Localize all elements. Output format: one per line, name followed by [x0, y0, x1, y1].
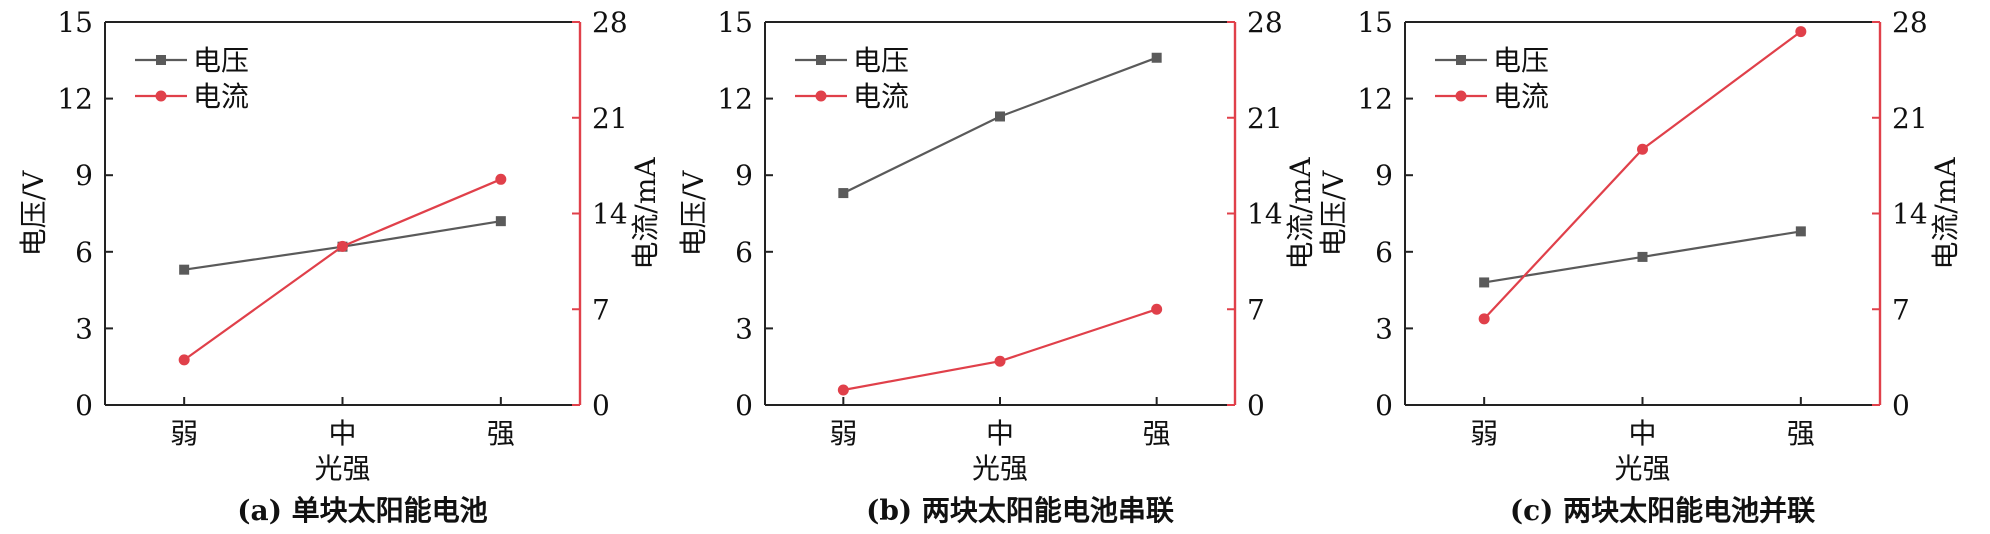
x-tick-label: 中: [1628, 417, 1656, 450]
legend-label: 电流: [193, 80, 249, 113]
x-axis-title: 光强: [1614, 452, 1670, 485]
data-point-current: [1478, 313, 1490, 325]
legend-marker: [1455, 90, 1467, 102]
data-point-voltage: [1151, 52, 1162, 63]
y-left-tick-label: 6: [1375, 236, 1393, 269]
y-right-tick-label: 21: [592, 102, 628, 135]
y-left-tick-label: 9: [75, 159, 93, 192]
chart-caption: (c) 两块太阳能电池并联: [1510, 494, 1815, 527]
x-axis-title: 光强: [972, 452, 1028, 485]
y-left-tick-label: 9: [735, 159, 753, 192]
y-right-tick-label: 0: [1892, 389, 1910, 422]
data-point-voltage: [995, 111, 1005, 122]
legend-marker: [816, 55, 826, 65]
data-point-current: [1637, 143, 1648, 155]
y-right-tick-label: 0: [1247, 389, 1265, 422]
legend-marker: [155, 90, 167, 102]
y-left-tick-label: 3: [1375, 312, 1393, 345]
series-line-current: [843, 308, 1158, 392]
y-right-axis-title: 电流/mA: [1284, 157, 1317, 270]
y-left-axis-title: 电压/V: [17, 170, 50, 256]
data-point-voltage: [1479, 277, 1490, 288]
y-right-axis-title: 电流/mA: [629, 157, 662, 270]
data-point-current: [837, 384, 849, 396]
data-point-current: [495, 173, 507, 185]
x-tick-label: 弱: [1470, 417, 1498, 450]
x-tick-label: 强: [1143, 417, 1171, 450]
y-right-tick-label: 21: [1247, 102, 1283, 135]
y-left-tick-label: 3: [75, 312, 93, 345]
y-right-tick-label: 14: [1247, 198, 1283, 231]
y-left-tick-label: 12: [57, 83, 93, 116]
x-tick-label: 中: [328, 417, 356, 450]
y-left-tick-label: 6: [75, 236, 93, 269]
data-point-current: [1795, 26, 1807, 38]
y-left-tick-label: 12: [1357, 83, 1393, 116]
x-tick-label: 强: [487, 417, 515, 450]
legend-label: 电压: [853, 44, 909, 77]
data-point-voltage: [1795, 226, 1806, 237]
data-point-current: [178, 354, 190, 366]
y-right-tick-label: 28: [592, 6, 628, 39]
y-right-axis-title: 电流/mA: [1929, 157, 1962, 270]
series-line-current: [183, 178, 502, 361]
y-left-axis-title: 电压/V: [677, 170, 710, 256]
legend-label: 电流: [853, 80, 909, 113]
y-left-tick-label: 0: [735, 389, 753, 422]
legend-label: 电压: [1493, 44, 1549, 77]
legend-label: 电压: [193, 44, 249, 77]
data-point-voltage: [179, 264, 190, 275]
y-right-tick-label: 28: [1247, 6, 1283, 39]
data-point-voltage: [495, 216, 506, 227]
y-right-tick-label: 21: [1892, 102, 1928, 135]
y-left-tick-label: 15: [57, 6, 93, 39]
x-tick-label: 中: [986, 417, 1014, 450]
chart-caption: (a) 单块太阳能电池: [237, 494, 487, 527]
y-right-tick-label: 7: [1892, 293, 1910, 326]
series-line-voltage: [842, 56, 1158, 195]
legend-marker: [1456, 55, 1466, 65]
y-left-tick-label: 3: [735, 312, 753, 345]
y-left-tick-label: 0: [75, 389, 93, 422]
y-left-tick-label: 15: [717, 6, 753, 39]
chart-caption: (b) 两块太阳能电池串联: [866, 494, 1174, 527]
data-point-current: [337, 240, 348, 252]
y-left-tick-label: 9: [1375, 159, 1393, 192]
y-left-tick-label: 15: [1357, 6, 1393, 39]
x-tick-label: 强: [1787, 417, 1815, 450]
legend-label: 电流: [1493, 80, 1549, 113]
data-point-current: [1151, 303, 1163, 315]
data-point-voltage: [838, 188, 849, 199]
y-right-tick-label: 28: [1892, 6, 1928, 39]
data-point-voltage: [1637, 251, 1648, 262]
data-point-current: [994, 355, 1006, 367]
x-tick-label: 弱: [170, 417, 198, 450]
legend-marker: [156, 55, 166, 65]
y-right-tick-label: 14: [592, 198, 628, 231]
x-axis-title: 光强: [314, 452, 370, 485]
y-left-axis-title: 电压/V: [1317, 170, 1350, 256]
y-left-tick-label: 12: [717, 83, 753, 116]
y-right-tick-label: 7: [592, 293, 610, 326]
x-tick-label: 弱: [829, 417, 857, 450]
legend-marker: [815, 90, 827, 102]
y-right-tick-label: 14: [1892, 198, 1928, 231]
y-right-tick-label: 0: [592, 389, 610, 422]
y-right-tick-label: 7: [1247, 293, 1265, 326]
y-left-tick-label: 6: [735, 236, 753, 269]
y-left-tick-label: 0: [1375, 389, 1393, 422]
